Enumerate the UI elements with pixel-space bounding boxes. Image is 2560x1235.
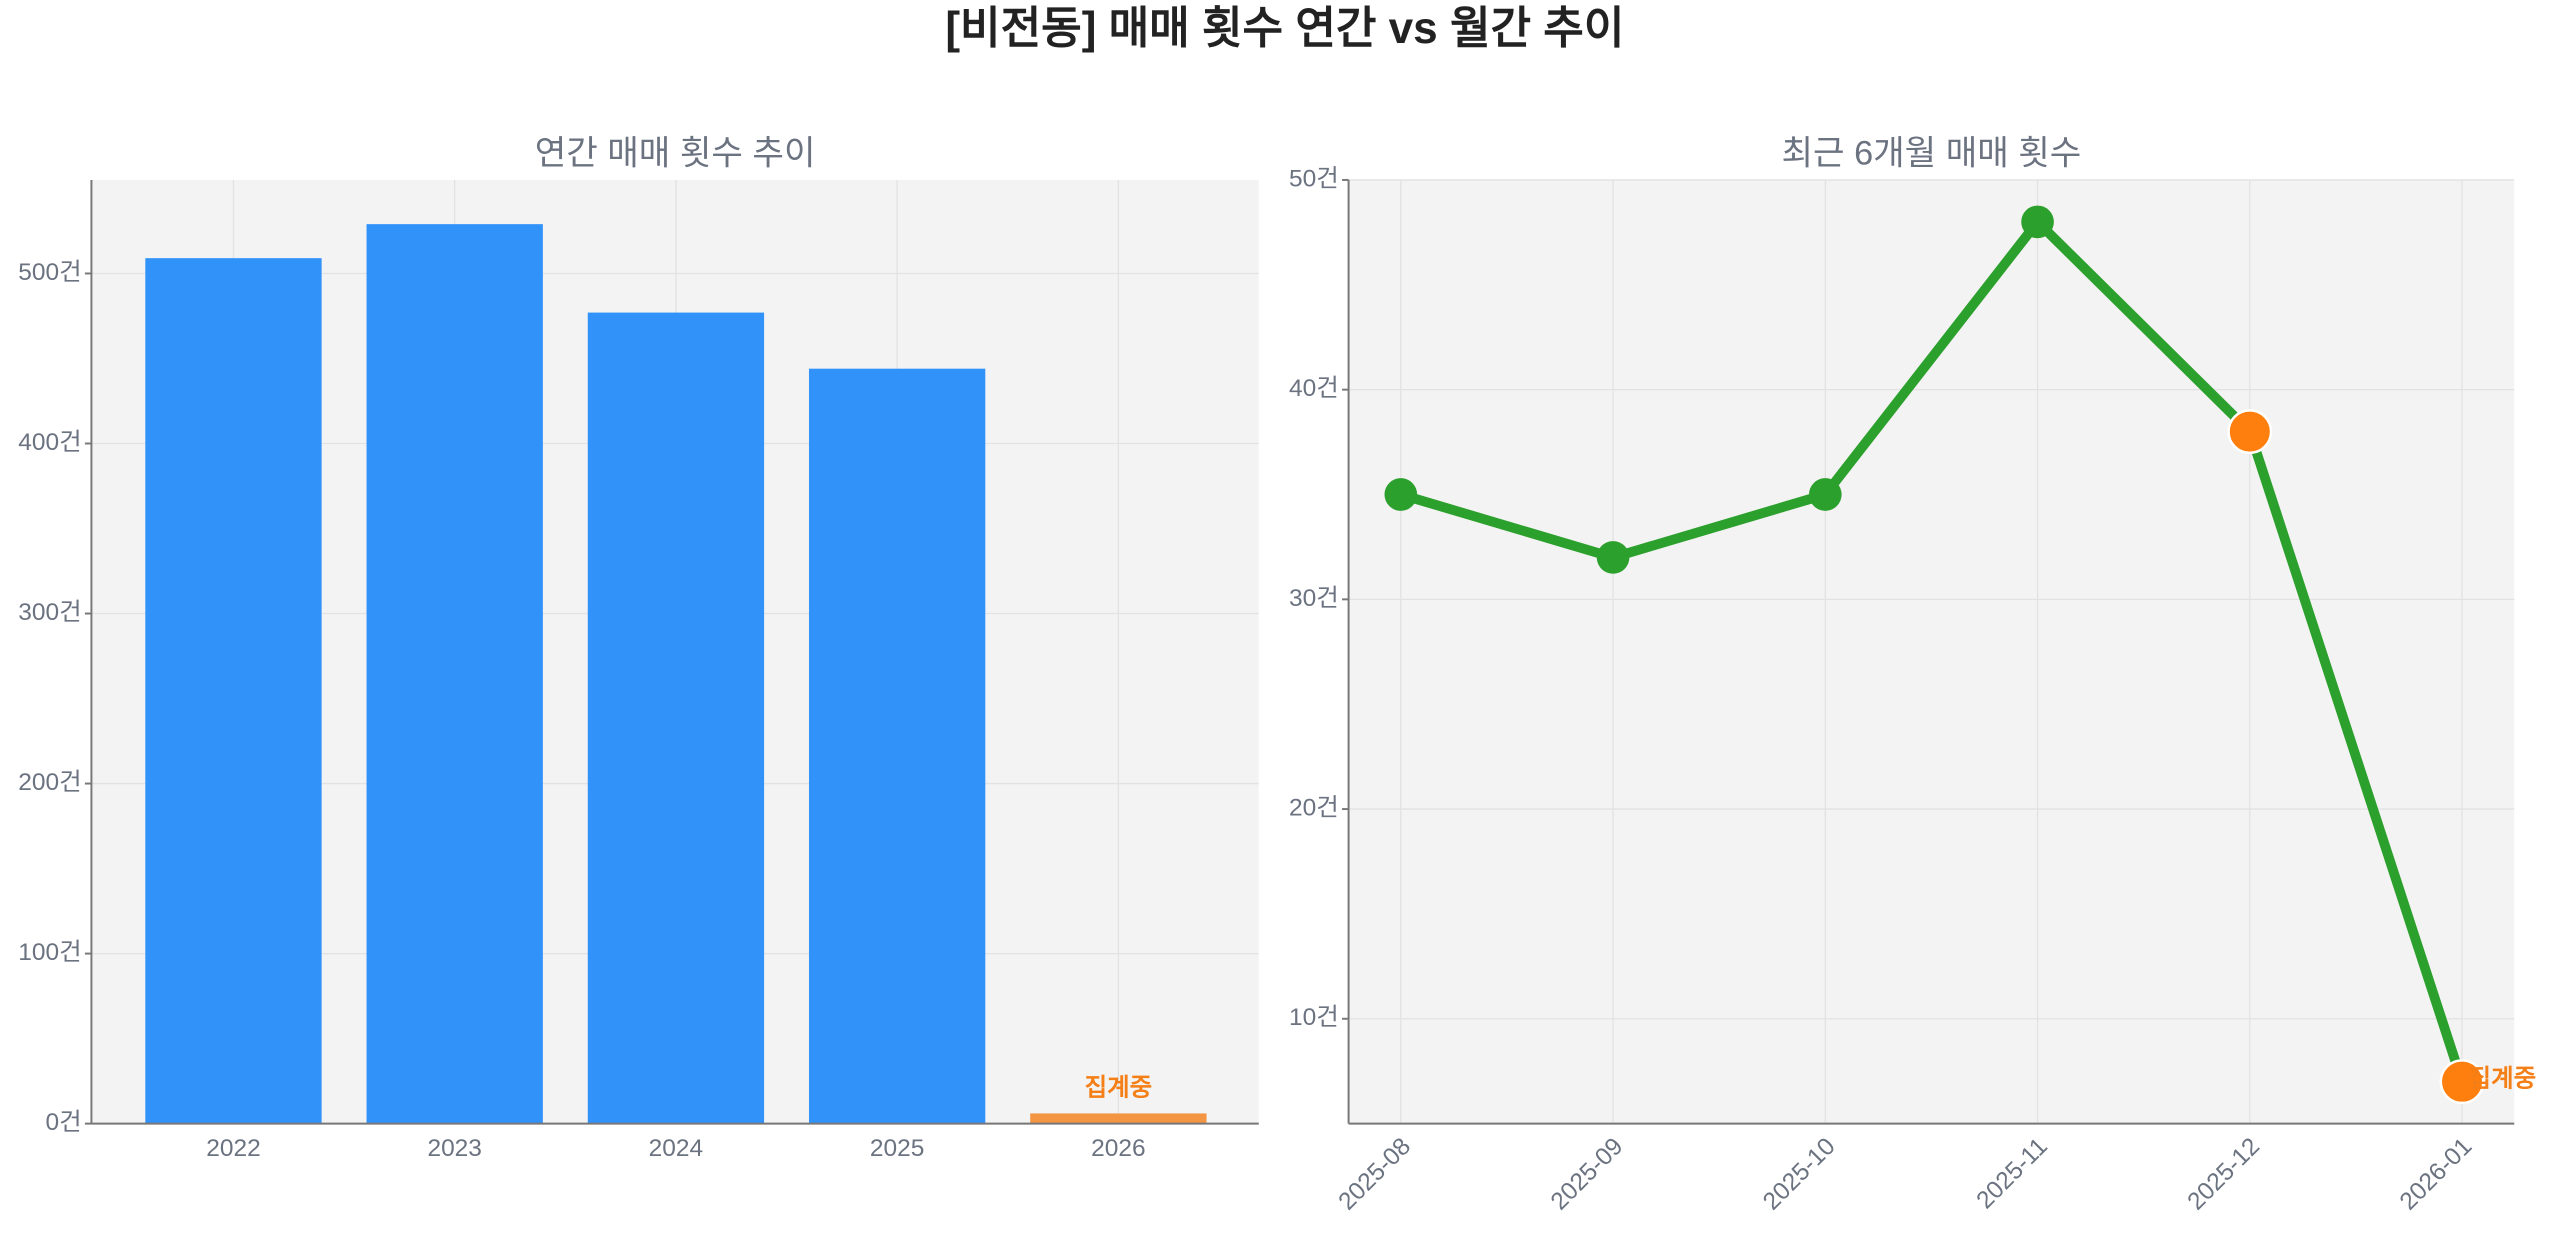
marker — [1596, 541, 1630, 574]
annotation: 집계중 — [1085, 1073, 1153, 1101]
marker — [1384, 478, 1418, 511]
y-tick-label: 200건 — [18, 769, 81, 796]
y-tick-label: 40건 — [1289, 375, 1339, 402]
y-tick-label: 0건 — [46, 1109, 82, 1136]
plot-area — [1348, 179, 2515, 1124]
chart-title: 최근 6개월 매매 횟수 — [1782, 135, 2082, 173]
x-tick-label: 2025-12 — [2183, 1133, 2266, 1216]
y-tick-label: 100건 — [18, 939, 81, 966]
bar — [587, 312, 765, 1124]
annotation: 집계중 — [2469, 1065, 2537, 1093]
x-tick-label: 2025 — [870, 1135, 924, 1162]
marker — [2439, 1059, 2485, 1105]
y-tick-label: 500건 — [18, 259, 81, 286]
y-tick-label: 50건 — [1289, 165, 1339, 192]
y-tick-label: 30건 — [1289, 585, 1339, 612]
x-tick-label: 2026 — [1091, 1135, 1145, 1162]
marker — [1808, 478, 1842, 511]
bar — [145, 258, 322, 1124]
line — [1399, 216, 2467, 1084]
figure-title: [비전동] 매매 횟수 연간 vs 월간 추이 — [945, 4, 1624, 53]
marker — [2227, 409, 2273, 455]
x-tick-label: 2025-09 — [1546, 1133, 1629, 1216]
marker — [2021, 205, 2054, 239]
y-tick-label: 20건 — [1289, 795, 1339, 822]
bar — [808, 368, 986, 1124]
x-tick-label: 2025-10 — [1758, 1133, 1841, 1216]
x-tick-label: 2024 — [649, 1135, 703, 1162]
x-tick-label: 2025-08 — [1334, 1133, 1417, 1216]
bar — [1030, 1113, 1207, 1124]
bar — [366, 224, 543, 1124]
y-tick-label: 400건 — [18, 429, 81, 456]
y-tick-label: 300건 — [18, 599, 81, 626]
x-tick-label: 2025-11 — [1972, 1133, 2053, 1214]
x-tick-label: 2023 — [427, 1135, 481, 1162]
x-tick-label: 2022 — [206, 1135, 260, 1162]
y-tick-label: 10건 — [1289, 1004, 1339, 1031]
chart-title: 연간 매매 횟수 추이 — [535, 135, 816, 173]
x-tick-label: 2026-01 — [2395, 1133, 2478, 1216]
